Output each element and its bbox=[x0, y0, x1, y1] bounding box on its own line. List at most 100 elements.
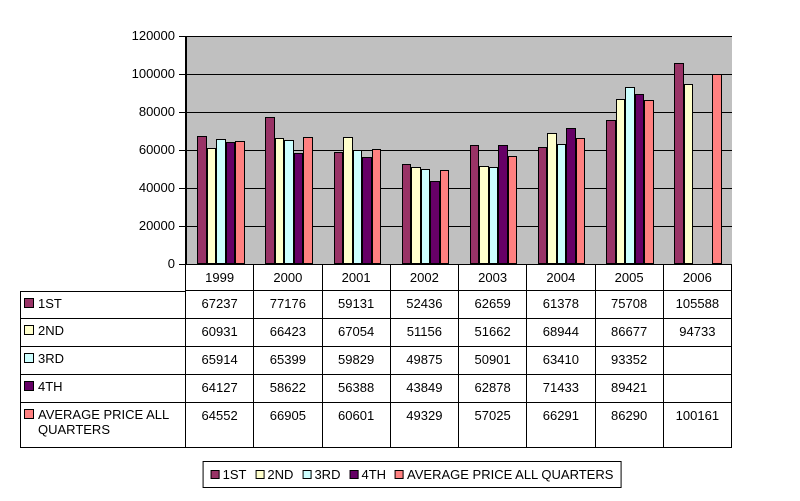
legend-key-icon bbox=[395, 470, 405, 479]
gridline bbox=[187, 150, 732, 151]
legend-label: 4TH bbox=[361, 467, 387, 482]
y-tick-label: 120000 bbox=[131, 28, 175, 43]
table-cell bbox=[663, 347, 732, 375]
bar-3rd-2005 bbox=[625, 87, 635, 264]
x-category-cell: 2004 bbox=[527, 265, 596, 290]
bar-2nd-2001 bbox=[343, 137, 353, 264]
bar-average-price-all-quarters-2006 bbox=[712, 74, 722, 264]
row-label-average: AVERAGE PRICE ALL QUARTERS bbox=[20, 403, 186, 448]
bar-4th-2004 bbox=[566, 128, 576, 264]
y-axis-tick bbox=[179, 226, 185, 227]
table-cell: 89421 bbox=[595, 375, 664, 403]
series-key-icon bbox=[24, 409, 34, 419]
table-cell: 93352 bbox=[595, 347, 664, 375]
table-cell: 66423 bbox=[254, 319, 323, 347]
table-cell: 64552 bbox=[186, 403, 255, 448]
table-cell: 71433 bbox=[527, 375, 596, 403]
legend-label: 3RD bbox=[314, 467, 341, 482]
plot-area bbox=[185, 36, 732, 264]
bar-4th-2001 bbox=[362, 157, 372, 264]
table-row-1st: 1ST 67237 77176 59131 52436 62659 61378 … bbox=[20, 291, 732, 319]
bar-1st-2002 bbox=[401, 164, 412, 264]
legend-item-4th: 4TH bbox=[349, 467, 386, 482]
table-cell: 61378 bbox=[527, 291, 596, 319]
x-category-cell: 2003 bbox=[459, 265, 528, 290]
table-cell bbox=[663, 375, 732, 403]
bar-average-price-all-quarters-2000 bbox=[303, 137, 313, 264]
data-table: 1ST 67237 77176 59131 52436 62659 61378 … bbox=[20, 291, 732, 448]
bar-2nd-2005 bbox=[615, 99, 626, 264]
bar-3rd-2003 bbox=[488, 167, 499, 264]
gridline bbox=[187, 188, 732, 189]
bar-2nd-2000 bbox=[274, 138, 285, 264]
table-cell: 105588 bbox=[663, 291, 732, 319]
table-row-3rd: 3RD 65914 65399 59829 49875 50901 63410 … bbox=[20, 347, 732, 375]
table-row-4th: 4TH 64127 58622 56388 43849 62878 71433 … bbox=[20, 375, 732, 403]
series-key-icon bbox=[24, 298, 34, 308]
table-cell: 65914 bbox=[186, 347, 255, 375]
legend-key-icon bbox=[302, 470, 312, 479]
gridline bbox=[187, 74, 732, 75]
y-tick-label: 20000 bbox=[138, 218, 175, 233]
y-axis-tick bbox=[179, 74, 185, 75]
row-label-4th: 4TH bbox=[20, 375, 186, 403]
x-category-cell: 2000 bbox=[254, 265, 323, 290]
table-row-2nd: 2ND 60931 66423 67054 51156 51662 68944 … bbox=[20, 319, 732, 347]
legend-item-1st: 1ST bbox=[210, 467, 246, 482]
table-cell: 75708 bbox=[595, 291, 664, 319]
table-cell: 65399 bbox=[254, 347, 323, 375]
bar-2nd-2006 bbox=[683, 84, 694, 264]
y-tick-label: 100000 bbox=[131, 66, 175, 81]
bar-average-price-all-quarters-2003 bbox=[507, 156, 518, 264]
row-label-2nd: 2ND bbox=[20, 319, 186, 347]
table-cell: 59131 bbox=[322, 291, 391, 319]
table-cell: 68944 bbox=[527, 319, 596, 347]
table-cell: 94733 bbox=[663, 319, 732, 347]
bar-3rd-2002 bbox=[420, 169, 431, 264]
y-axis-tick bbox=[179, 264, 185, 265]
table-cell: 66905 bbox=[254, 403, 323, 448]
y-tick-label: 0 bbox=[167, 256, 175, 271]
table-cell: 86677 bbox=[595, 319, 664, 347]
row-label-1st: 1ST bbox=[20, 291, 186, 319]
row-label-text: 2ND bbox=[38, 323, 65, 338]
legend: 1ST 2ND 3RD 4TH AVERAGE PRICE ALL QUARTE… bbox=[202, 461, 622, 488]
x-axis-category-row: 1999 2000 2001 2002 2003 2004 2005 2006 bbox=[185, 264, 732, 291]
bar-average-price-all-quarters-2002 bbox=[439, 170, 450, 264]
bar-average-price-all-quarters-2004 bbox=[575, 138, 586, 264]
bar-4th-2005 bbox=[634, 94, 645, 264]
table-cell: 59829 bbox=[322, 347, 391, 375]
table-cell: 62878 bbox=[459, 375, 528, 403]
table-cell: 43849 bbox=[390, 375, 459, 403]
series-key-icon bbox=[24, 353, 34, 363]
table-cell: 100161 bbox=[663, 403, 732, 448]
table-cell: 49329 bbox=[390, 403, 459, 448]
legend-item-3rd: 3RD bbox=[302, 467, 340, 482]
bar-1st-2006 bbox=[674, 63, 684, 264]
y-tick-label: 80000 bbox=[138, 104, 175, 119]
legend-item-2nd: 2ND bbox=[255, 467, 293, 482]
y-tick-label: 60000 bbox=[138, 142, 175, 157]
bar-2nd-1999 bbox=[206, 148, 217, 264]
y-axis: 120000 100000 80000 60000 40000 20000 0 bbox=[110, 0, 175, 300]
table-cell: 60601 bbox=[322, 403, 391, 448]
row-label-text: 1ST bbox=[38, 296, 62, 311]
table-cell: 86290 bbox=[595, 403, 664, 448]
table-cell: 49875 bbox=[390, 347, 459, 375]
y-axis-tick bbox=[179, 112, 185, 113]
gridline bbox=[187, 112, 732, 113]
legend-label: 2ND bbox=[267, 467, 294, 482]
row-label-text: AVERAGE PRICE ALL QUARTERS bbox=[38, 407, 169, 437]
bar-1st-2003 bbox=[469, 145, 480, 264]
table-cell: 51156 bbox=[390, 319, 459, 347]
y-tick-label: 40000 bbox=[138, 180, 175, 195]
table-cell: 62659 bbox=[459, 291, 528, 319]
bar-1st-2004 bbox=[537, 147, 548, 264]
series-key-icon bbox=[24, 381, 34, 391]
x-category-cell: 1999 bbox=[186, 265, 255, 290]
legend-key-icon bbox=[210, 470, 220, 479]
bar-4th-2002 bbox=[430, 181, 440, 264]
y-axis-tick bbox=[179, 36, 185, 37]
row-label-3rd: 3RD bbox=[20, 347, 186, 375]
